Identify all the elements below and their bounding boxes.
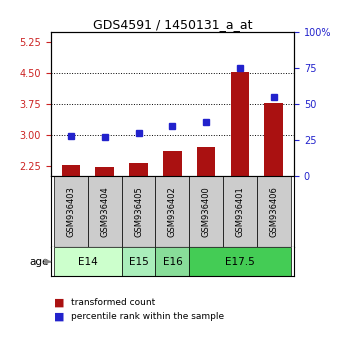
Title: GDS4591 / 1450131_a_at: GDS4591 / 1450131_a_at	[93, 18, 252, 31]
Bar	[129, 163, 148, 177]
Text: GSM936402: GSM936402	[168, 187, 177, 237]
Text: percentile rank within the sample: percentile rank within the sample	[71, 312, 224, 321]
Bar	[155, 247, 189, 276]
Text: GSM936403: GSM936403	[67, 187, 75, 237]
Bar	[264, 103, 283, 177]
Text: GSM936404: GSM936404	[100, 187, 109, 237]
Text: ■: ■	[54, 312, 65, 322]
Text: E15: E15	[129, 257, 148, 267]
Text: GSM936406: GSM936406	[269, 187, 278, 237]
Text: E16: E16	[163, 257, 182, 267]
Bar	[231, 72, 249, 177]
Bar	[88, 177, 122, 247]
Text: GSM936400: GSM936400	[202, 187, 211, 237]
Bar	[54, 177, 88, 247]
Bar	[95, 167, 114, 177]
Text: E14: E14	[78, 257, 98, 267]
Text: transformed count: transformed count	[71, 298, 155, 307]
Bar	[197, 147, 216, 177]
Bar	[257, 177, 291, 247]
Bar	[122, 177, 155, 247]
Bar	[189, 177, 223, 247]
Text: GSM936405: GSM936405	[134, 187, 143, 237]
Bar	[122, 247, 155, 276]
Text: E17.5: E17.5	[225, 257, 255, 267]
Bar	[155, 177, 189, 247]
Text: GSM936401: GSM936401	[236, 187, 244, 237]
Bar	[62, 165, 80, 177]
Bar	[223, 177, 257, 247]
Bar	[163, 151, 182, 177]
Bar	[189, 247, 291, 276]
Text: ■: ■	[54, 298, 65, 308]
Text: age: age	[30, 257, 49, 267]
Bar	[54, 247, 122, 276]
